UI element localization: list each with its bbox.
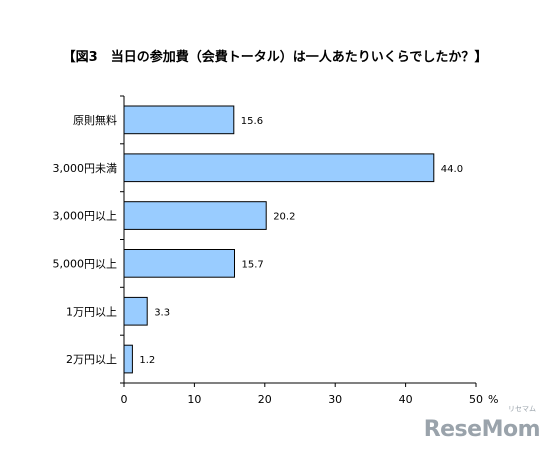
x-unit-label: %: [488, 393, 498, 406]
data-label: 1.2: [139, 355, 155, 366]
data-label: 15.7: [242, 259, 264, 270]
watermark-logo: ReseMom: [423, 417, 541, 442]
category-label: 1万円以上: [66, 305, 117, 318]
chart-title: 【図3 当日の参加費（会費トータル）は一人あたりいくらでしたか？】: [63, 49, 488, 65]
bar: [123, 296, 148, 326]
data-label: 44.0: [441, 164, 463, 175]
x-tick-label: 40: [399, 393, 413, 406]
category-label: 3,000円未満: [53, 162, 118, 175]
axis-layer: 原則無料 3,000円未満 3,000円以上 5,000円以上 1万円以上 2万円以上 0 1…: [53, 95, 498, 406]
bar: [123, 201, 267, 230]
category-label: 5,000円以上: [53, 257, 118, 270]
data-label: 20.2: [273, 212, 295, 223]
x-tick-label: 50: [469, 393, 483, 406]
bar: [123, 105, 235, 135]
x-tick-label: 20: [258, 393, 272, 406]
data-label: 3.3: [154, 307, 170, 318]
bar: [123, 153, 435, 183]
bar: [123, 344, 133, 374]
category-label: 原則無料: [73, 113, 117, 127]
x-tick-label: 0: [121, 393, 128, 406]
category-label: 3,000円以上: [53, 210, 118, 223]
category-label: 2万円以上: [66, 353, 117, 366]
bars-layer: 15.6 44.0 20.2 15.7 3.3 1.2: [123, 105, 463, 374]
x-tick-label: 30: [328, 393, 342, 406]
x-tick-label: 10: [187, 393, 201, 406]
watermark-sub: リセマム: [508, 405, 536, 413]
bar: [123, 249, 235, 278]
data-label: 15.6: [241, 116, 263, 127]
